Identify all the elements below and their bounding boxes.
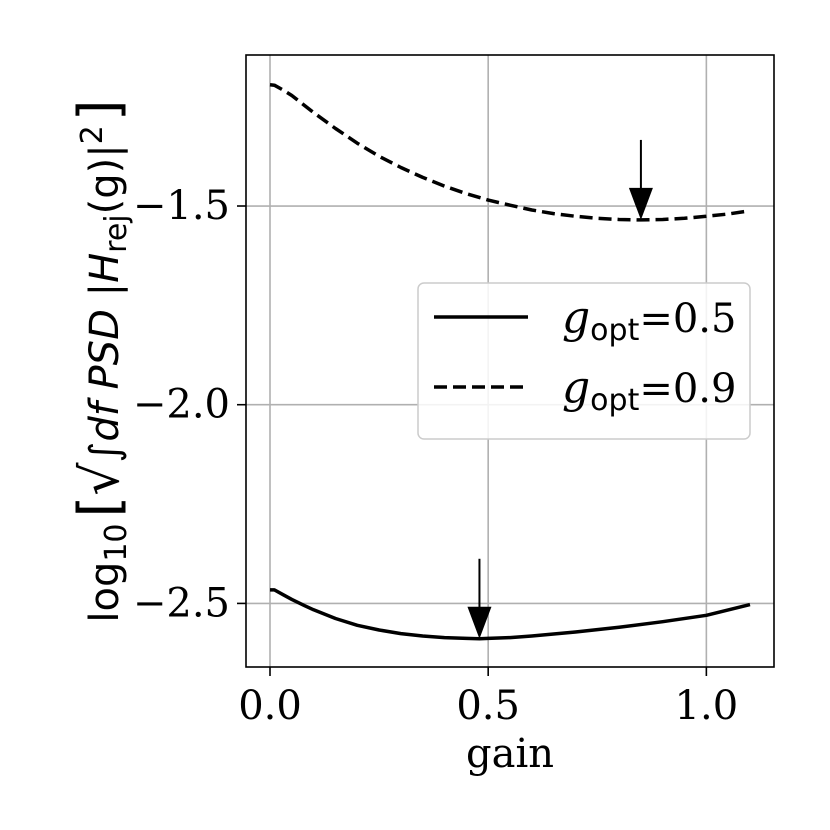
y-tick-label: −2.5 [133,580,230,626]
ylabel-prefix-sub: 10 [99,523,134,561]
svg-text:log10[√∫df PSD |Hrej(g)|2]: log10 [√∫df PSD |Hrej(g)|2] [67,99,134,622]
legend: gopt=0.5 gopt=0.9 [417,282,751,440]
y-tick-label: −1.5 [133,183,230,229]
ylabel-power: 2 [75,125,110,144]
y-tick-label: −2.0 [133,382,230,428]
legend-value-1: =0.9 [639,366,736,412]
x-tick-label: 0.0 [238,683,302,729]
min-arrow-head [467,606,492,639]
legend-g-1: g [562,362,590,413]
x-axis-label: gain [466,731,554,777]
ylabel-body-tail: (g)| [82,144,128,214]
ylabel-bracket-right: ] [67,99,132,121]
legend-sub-0: opt [590,313,639,348]
ylabel-sqrt: √ [71,462,131,496]
legend-label-dashed: gopt=0.9 [562,362,736,418]
min-arrow-head [628,187,653,220]
minimum-arrows [467,139,653,639]
tick-layer: 0.0 0.5 1.0 −1.5 −2.0 −2.5 [133,183,738,729]
series-layer [269,83,751,641]
ylabel-integral: ∫ [82,442,128,463]
plot-frame [245,54,775,668]
series-line-solid [270,588,751,641]
legend-box [417,282,751,440]
x-tick-label: 0.5 [456,683,520,729]
x-tick-label: 1.0 [675,683,739,729]
legend-value-0: =0.5 [639,296,736,342]
ylabel-body-sub: rej [99,214,134,252]
ylabel-prefix: log [82,562,128,623]
ylabel-bracket-left: [ [67,496,132,518]
legend-label-solid: gopt=0.5 [562,292,736,348]
series-line-dashed [269,83,751,222]
ylabel-body: df PSD |H [82,253,128,442]
legend-sub-1: opt [590,383,639,418]
y-axis-label: log10 [√∫df PSD |Hrej(g)|2] [67,99,134,622]
legend-g-0: g [562,292,590,343]
